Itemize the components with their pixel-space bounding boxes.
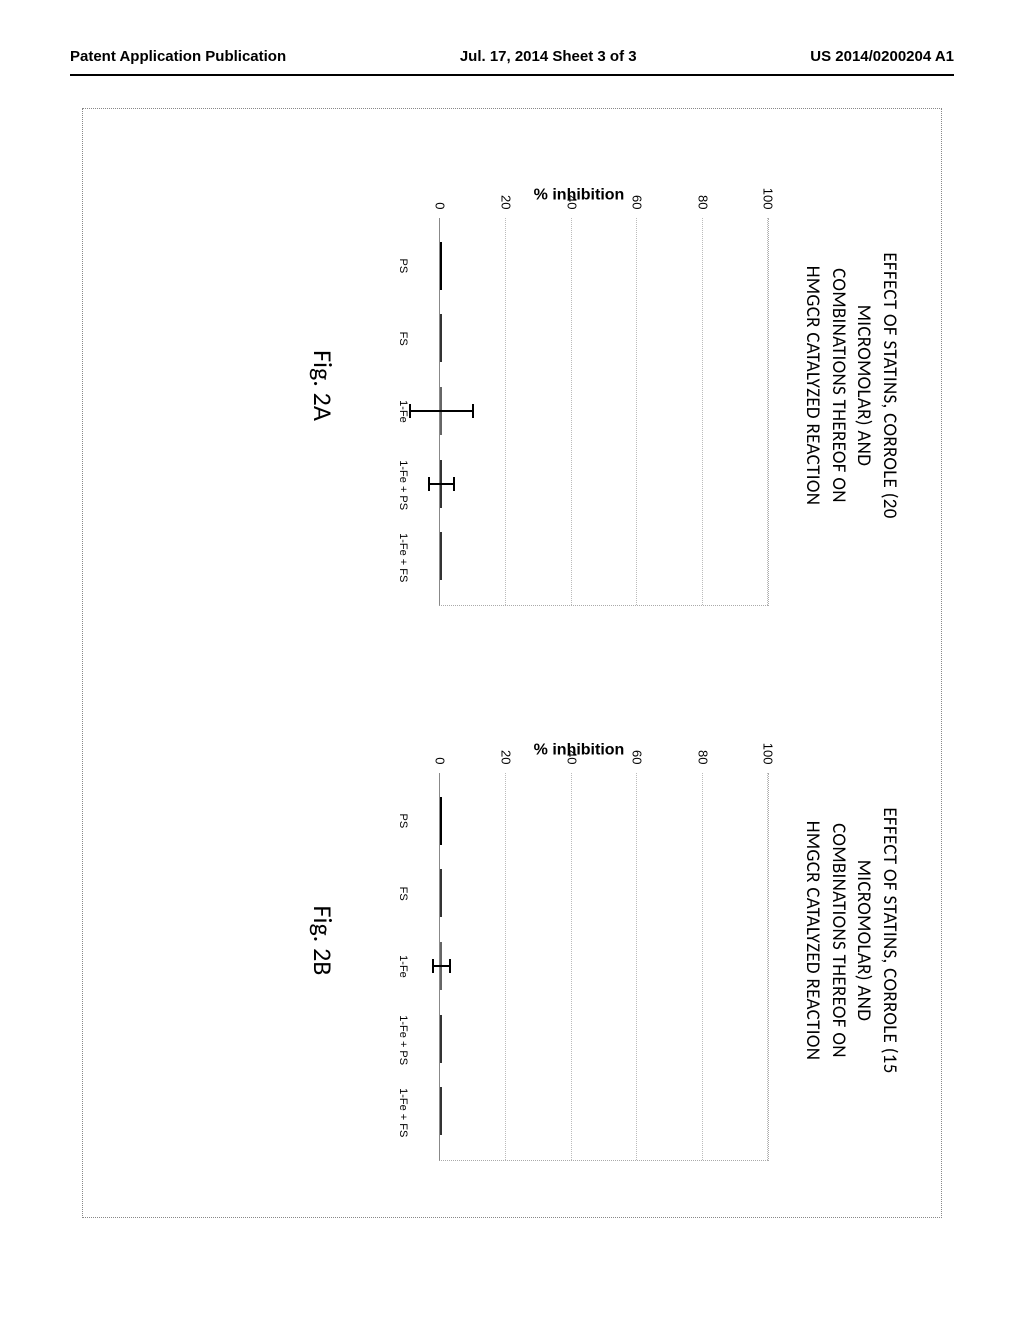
bar-slot [440, 387, 442, 435]
y-tick-label: 100 [761, 743, 776, 773]
panel-2b: EFFECT OF STATINS, CORROLE (15 MICROMOLA… [82, 663, 942, 1218]
grid-line [702, 218, 703, 605]
header-left: Patent Application Publication [70, 48, 286, 65]
bar-slot [440, 532, 442, 580]
y-tick-label: 60 [630, 195, 645, 217]
grid-line [571, 773, 572, 1160]
bar-slot [440, 1015, 442, 1063]
bars-container [440, 773, 768, 1160]
bar [440, 797, 442, 845]
error-bar [428, 483, 454, 485]
title-line: MICROMOLAR) AND [851, 807, 877, 1073]
y-axis-label: % inhibition [534, 741, 625, 759]
bar-slot [440, 869, 442, 917]
grid-line [505, 773, 506, 1160]
bar [440, 1015, 442, 1063]
bar [440, 1087, 442, 1135]
panel-2a: EFFECT OF STATINS, CORROLE (20 MICROMOLA… [82, 108, 942, 663]
y-tick-label: 20 [499, 195, 514, 217]
y-tick-label: 20 [499, 750, 514, 772]
y-tick-label: 100 [761, 188, 776, 218]
bar [440, 242, 442, 290]
x-tick-label: FS [397, 315, 409, 363]
figure-frame: EFFECT OF STATINS, CORROLE (20 MICROMOLA… [82, 108, 942, 1218]
x-labels: PS FS 1-Fe 1-Fe + PS 1-Fe + FS [397, 218, 409, 606]
title-line: HMGCR CATALYZED REACTION [799, 807, 825, 1073]
error-bar [409, 410, 475, 412]
header-right: US 2014/0200204 A1 [810, 48, 954, 65]
y-tick-label: 40 [564, 750, 579, 772]
y-tick-label: 80 [695, 750, 710, 772]
y-tick-label: 60 [630, 750, 645, 772]
chart-title-2b: EFFECT OF STATINS, CORROLE (15 MICROMOLA… [799, 807, 902, 1073]
title-line: COMBINATIONS THEREOF ON [825, 252, 851, 518]
grid-line [636, 773, 637, 1160]
bar-slot [440, 942, 442, 990]
x-tick-label: PS [397, 242, 409, 290]
plot-area: 020406080100 [439, 773, 769, 1161]
x-tick-label: PS [397, 797, 409, 845]
panels-row: EFFECT OF STATINS, CORROLE (20 MICROMOLA… [82, 108, 942, 1218]
error-bar [432, 965, 452, 967]
y-tick-label: 40 [564, 195, 579, 217]
grid-line [702, 773, 703, 1160]
bar [440, 314, 442, 362]
grid-line [571, 218, 572, 605]
y-tick-label: 0 [433, 757, 448, 772]
bar-slot [440, 314, 442, 362]
header-center: Jul. 17, 2014 Sheet 3 of 3 [460, 48, 637, 65]
bar [440, 869, 442, 917]
title-line: EFFECT OF STATINS, CORROLE (15 [876, 807, 902, 1073]
x-tick-label: 1-Fe [397, 387, 409, 435]
title-line: MICROMOLAR) AND [851, 252, 877, 518]
y-tick-label: 80 [695, 195, 710, 217]
bar [440, 460, 442, 508]
x-tick-label: 1-Fe + PS [397, 1015, 409, 1063]
bar-slot [440, 1087, 442, 1135]
header-rule [70, 74, 954, 76]
title-line: COMBINATIONS THEREOF ON [825, 807, 851, 1073]
page-header: Patent Application Publication Jul. 17, … [0, 48, 1024, 65]
bars-container [440, 218, 768, 605]
plot-area: 020406080100 [439, 218, 769, 606]
figure-caption-2b: Fig. 2B [307, 906, 339, 976]
grid-line [505, 218, 506, 605]
rotated-layout: EFFECT OF STATINS, CORROLE (20 MICROMOLA… [82, 108, 942, 1218]
bar-slot [440, 242, 442, 290]
bar-slot [440, 797, 442, 845]
figure-caption-2a: Fig. 2A [307, 350, 339, 421]
x-tick-label: FS [397, 870, 409, 918]
x-tick-label: 1-Fe + PS [397, 460, 409, 508]
bar [440, 942, 442, 990]
chart-title-2a: EFFECT OF STATINS, CORROLE (20 MICROMOLA… [799, 252, 902, 518]
bar [440, 532, 442, 580]
grid-line [767, 218, 768, 605]
y-tick-label: 0 [433, 202, 448, 217]
grid-line [767, 773, 768, 1160]
bar-slot [440, 460, 442, 508]
x-tick-label: 1-Fe + FS [397, 1088, 409, 1136]
chart-2b: % inhibition 020406080100 PSFS1-Fe1-Fe +… [379, 711, 779, 1171]
chart-2a: % inhibition 020406080100 PSFS1-Fe1-Fe +… [379, 156, 779, 616]
grid-line [636, 218, 637, 605]
y-axis-label: % inhibition [534, 186, 625, 204]
x-tick-label: 1-Fe [397, 942, 409, 990]
x-labels: PS FS 1-Fe 1-Fe + PS 1-Fe + FS [397, 773, 409, 1161]
bar [440, 387, 442, 435]
title-line: EFFECT OF STATINS, CORROLE (20 [876, 252, 902, 518]
title-line: HMGCR CATALYZED REACTION [799, 252, 825, 518]
x-tick-label: 1-Fe + FS [397, 533, 409, 581]
